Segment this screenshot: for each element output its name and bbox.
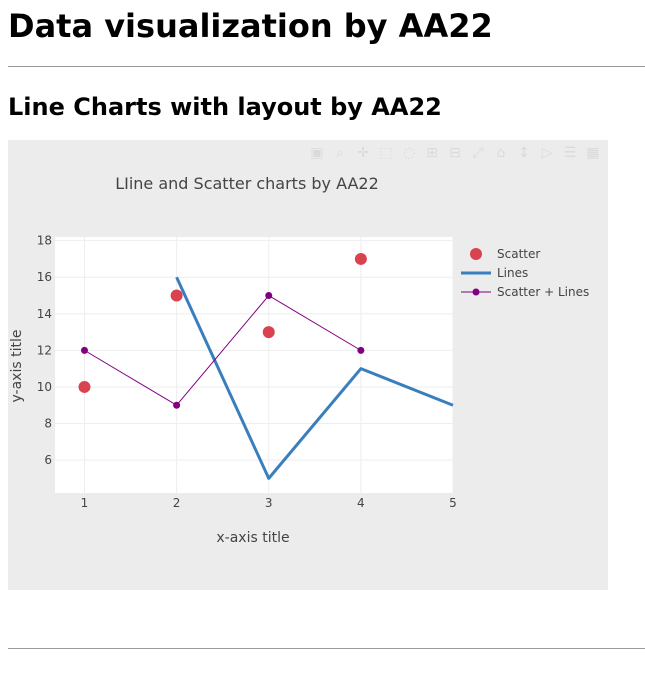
legend: Scatter Lines Scatter + Lines bbox=[461, 247, 589, 299]
pan-icon[interactable]: ✛ bbox=[357, 145, 369, 161]
grid-lines bbox=[55, 237, 454, 493]
data-point-scatter-lines bbox=[173, 401, 181, 409]
zoom-icon[interactable]: ⌕ bbox=[336, 145, 344, 161]
y-tick-label: 12 bbox=[37, 343, 52, 357]
reset-axes-icon[interactable]: ⌂ bbox=[496, 145, 506, 161]
data-point-scatter bbox=[170, 289, 183, 302]
hover-compare-icon[interactable]: ☰ bbox=[563, 145, 577, 161]
y-tick-label: 18 bbox=[37, 234, 52, 248]
series-layer bbox=[78, 252, 454, 480]
legend-label-lines: Lines bbox=[497, 266, 528, 280]
y-axis-title: y-axis title bbox=[9, 330, 25, 403]
data-point-scatter bbox=[262, 326, 275, 339]
data-point-scatter-lines bbox=[357, 346, 365, 354]
zoom-out-icon[interactable]: ⊟ bbox=[449, 145, 461, 161]
legend-marker-scatter bbox=[470, 248, 482, 260]
box-select-icon[interactable]: ⬚ bbox=[379, 145, 393, 161]
plot-container[interactable]: 1 2 3 4 5 6 8 10 12 14 16 18 Scatter Lines Scatter + … bbox=[8, 140, 608, 590]
x-tick-label: 2 bbox=[173, 496, 181, 510]
legend-label-scatter: Scatter bbox=[497, 247, 540, 261]
legend-label-scatter-lines: Scatter + Lines bbox=[497, 285, 589, 299]
series-line-lines bbox=[175, 276, 454, 480]
x-axis-title: x-axis title bbox=[216, 530, 289, 546]
plot-area bbox=[55, 237, 453, 493]
plotly-logo-icon[interactable]: ▦ bbox=[586, 145, 600, 161]
x-tick-label: 4 bbox=[357, 496, 365, 510]
toggle-spike-lines-icon[interactable]: ↕ bbox=[518, 145, 530, 161]
x-tick-label: 3 bbox=[265, 496, 273, 510]
hover-closest-icon[interactable]: ▷ bbox=[541, 145, 553, 161]
page-title: Data visualization by AA22 bbox=[8, 7, 493, 45]
series-line-scatter-lines bbox=[84, 295, 362, 406]
data-point-scatter bbox=[354, 252, 367, 265]
data-point-scatter-lines bbox=[265, 292, 273, 300]
camera-icon[interactable]: ▣ bbox=[310, 145, 324, 161]
y-tick-label: 6 bbox=[44, 453, 52, 467]
chart-title: LIine and Scatter charts by AA22 bbox=[115, 174, 379, 193]
bottom-divider bbox=[8, 648, 645, 649]
x-tick-label: 1 bbox=[81, 496, 89, 510]
y-tick-label: 14 bbox=[37, 307, 52, 321]
top-divider bbox=[8, 66, 645, 67]
y-tick-label: 8 bbox=[44, 417, 52, 431]
x-tick-label: 5 bbox=[449, 496, 457, 510]
y-tick-label: 16 bbox=[37, 270, 52, 284]
autoscale-icon[interactable]: ⤢ bbox=[472, 145, 484, 161]
y-tick-label: 10 bbox=[37, 380, 52, 394]
data-point-scatter bbox=[78, 380, 91, 393]
section-title: Line Charts with layout by AA22 bbox=[8, 93, 442, 121]
zoom-in-icon[interactable]: ⊞ bbox=[426, 145, 438, 161]
legend-marker-scatter-lines bbox=[472, 288, 480, 296]
lasso-icon[interactable]: ◌ bbox=[402, 145, 416, 161]
modebar: ▣ ⌕ ✛ ⬚ ◌ ⊞ ⊟ ⤢ ⌂ ↕ ▷ ☰ ▦ bbox=[306, 142, 604, 164]
data-point-scatter-lines bbox=[80, 346, 88, 354]
